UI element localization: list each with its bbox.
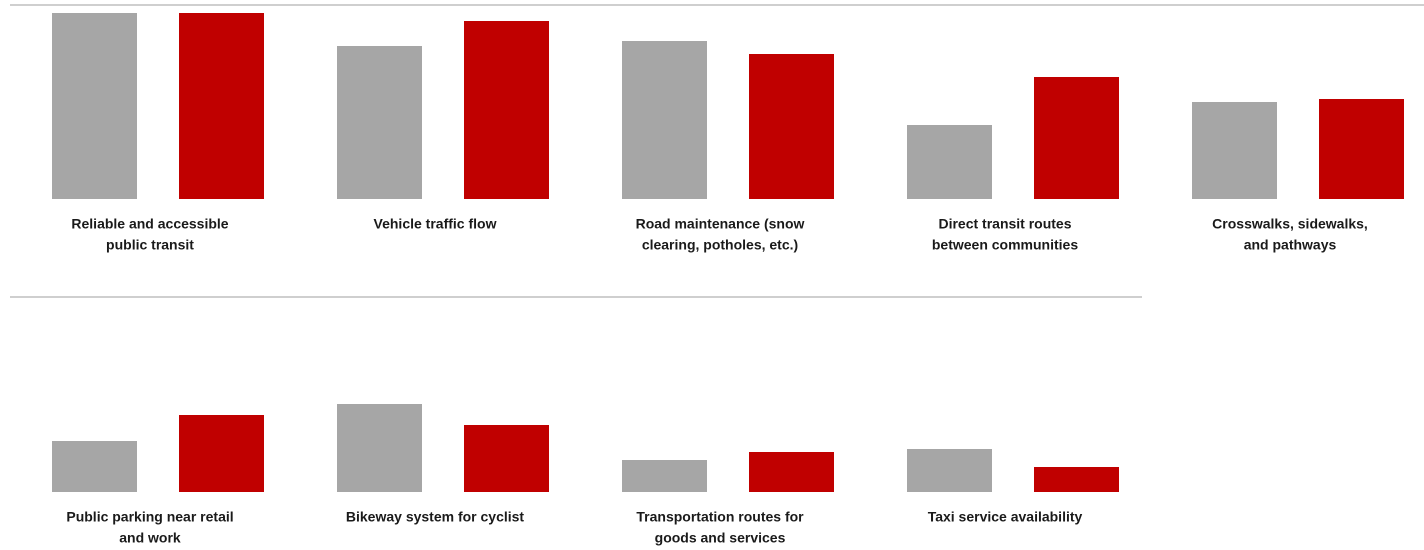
category-label: Reliable and accessible [71,216,228,232]
category-label: between communities [932,237,1078,253]
bar [52,13,137,199]
bar [464,425,549,492]
category-label: Transportation routes for [636,509,804,525]
bar [1034,77,1119,199]
category-label: and work [119,530,181,546]
category-label: Direct transit routes [938,216,1071,232]
category-label: Public parking near retail [66,509,233,525]
bar [1319,99,1404,199]
category-label: Road maintenance (snow [636,216,805,232]
bar [907,125,992,199]
category-label: Crosswalks, sidewalks, [1212,216,1368,232]
category-label: Bikeway system for cyclist [346,509,525,525]
category-label: Taxi service availability [928,509,1083,525]
bar [1034,467,1119,492]
category-label: goods and services [655,530,786,546]
bar [179,415,264,492]
category-label: clearing, potholes, etc.) [642,237,798,253]
bar [179,13,264,199]
category-label: Vehicle traffic flow [374,216,497,232]
bar [464,21,549,199]
category-label: and pathways [1244,237,1337,253]
bar [622,460,707,492]
bar [749,54,834,199]
bar [337,46,422,199]
category-label: public transit [106,237,194,253]
bar [749,452,834,492]
bar [52,441,137,492]
bar [622,41,707,199]
bar [907,449,992,492]
bar [1192,102,1277,199]
bar [337,404,422,492]
